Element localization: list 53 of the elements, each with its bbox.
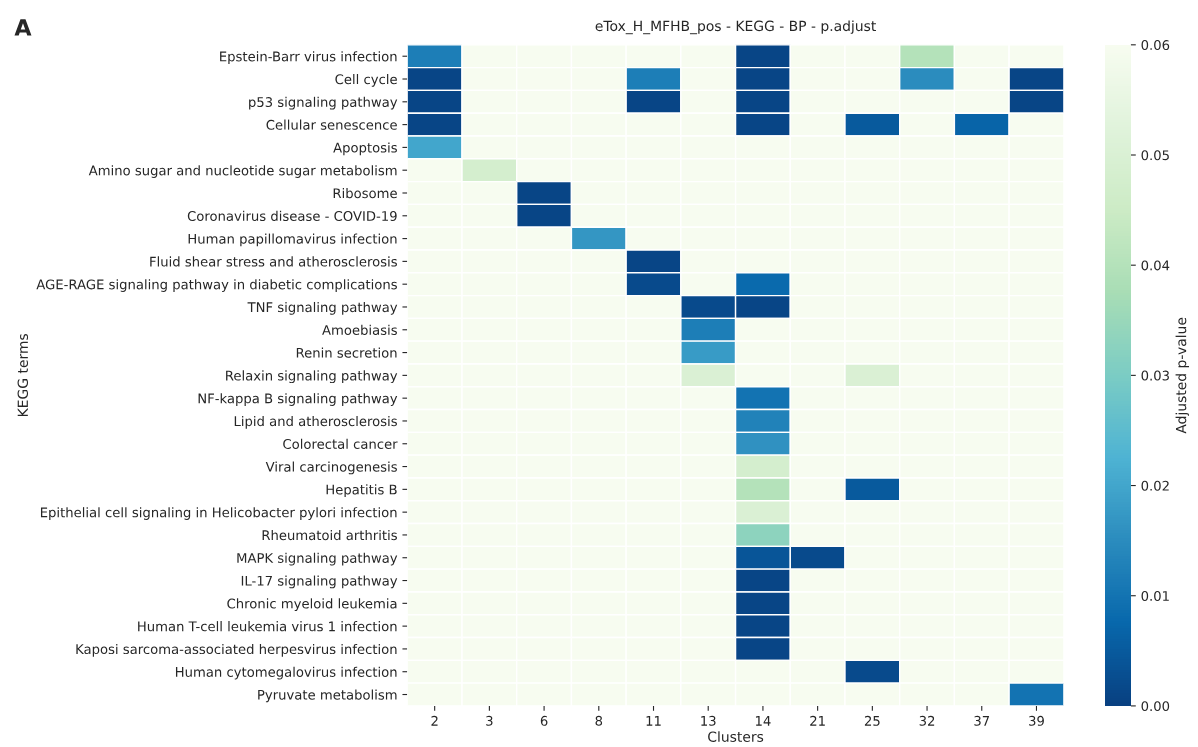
x-tick-label: 6	[540, 715, 548, 726]
y-tick-label: Human cytomegalovirus infection	[175, 666, 397, 680]
y-tick-label: Chronic myeloid leukemia	[227, 598, 397, 612]
color-bar-label: 0.06	[1141, 40, 1170, 51]
y-tick-label: IL-17 signaling pathway	[241, 575, 398, 589]
color-bar-label: 0.00	[1141, 701, 1170, 712]
y-tick-label: TNF signaling pathway	[247, 301, 398, 315]
y-tick-label: Epithelial cell signaling in Helicobacter pylori infection	[40, 507, 397, 520]
x-tick-label: 21	[810, 715, 825, 726]
y-tick-label: Apoptosis	[333, 142, 397, 156]
y-tick-label: Epstein-Barr virus infection	[220, 51, 397, 64]
y-tick-label: Colorectal cancer	[283, 438, 398, 449]
x-axis-title: Clusters	[708, 731, 764, 742]
y-tick-label: Human T-cell leukemia virus 1 infection	[138, 621, 397, 632]
y-tick-label: Coronavirus disease - COVID-19	[187, 210, 397, 221]
x-tick-label: 14	[755, 716, 771, 726]
y-tick-label: Amoebiasis	[322, 324, 397, 335]
y-tick-label: Fluid shear stress and atherosclerosis	[150, 256, 397, 267]
x-tick-label: 13	[701, 715, 716, 726]
x-tick-label: 3	[486, 715, 493, 726]
y-tick-label: Ribosome	[333, 187, 397, 199]
y-tick-label: Amino sugar and nucleotide sugar metabolism	[88, 165, 397, 178]
y-tick-label: Viral carcinogenesis	[265, 461, 397, 475]
y-tick-label: Cell cycle	[335, 74, 397, 87]
color-bar-title: Adjusted p-value	[1175, 317, 1190, 434]
y-tick-label: Pyruvate metabolism	[258, 689, 397, 703]
text: A	[14, 19, 32, 36]
x-tick-label: 11	[646, 716, 661, 726]
color-bar-label: 0.01	[1141, 590, 1169, 601]
y-axis-title: KEGG terms	[17, 334, 29, 417]
y-tick-label: NF-kappa B signaling pathway	[198, 393, 398, 406]
y-tick-label: Lipid and atherosclerosis	[234, 415, 397, 429]
x-tick-label: 32	[919, 715, 935, 726]
y-tick-label: Renin secretion	[296, 347, 397, 358]
y-tick-label: Hepatitis B	[326, 484, 397, 498]
x-tick-label: 2	[431, 715, 438, 726]
color-bar-label: 0.03	[1141, 370, 1169, 381]
x-tick-label: 25	[864, 715, 880, 726]
y-tick-label: MAPK signaling pathway	[237, 552, 398, 566]
chart-title: eTox_H_MFHB_pos - KEGG - BP - p.adjust	[595, 20, 876, 35]
color-bar-label: 0.04	[1141, 260, 1170, 271]
color-bar-label: 0.05	[1141, 150, 1169, 161]
y-tick-label: Kaposi sarcoma-associated herpesvirus infection	[76, 643, 397, 657]
color-bar-label: 0.02	[1141, 480, 1169, 491]
y-tick-label: p53 signaling pathway	[249, 96, 398, 110]
y-tick-label: Rheumatoid arthritis	[262, 529, 397, 541]
x-tick-label: 37	[974, 715, 990, 726]
x-tick-label: 39	[1029, 715, 1044, 726]
x-tick-label: 8	[595, 715, 603, 726]
y-tick-label: Relaxin signaling pathway	[226, 370, 398, 384]
y-tick-label: Human papillomavirus infection	[188, 233, 397, 247]
y-tick-label: AGE-RAGE signaling pathway in diabetic complications	[36, 279, 397, 292]
y-tick-label: Cellular senescence	[266, 119, 397, 130]
